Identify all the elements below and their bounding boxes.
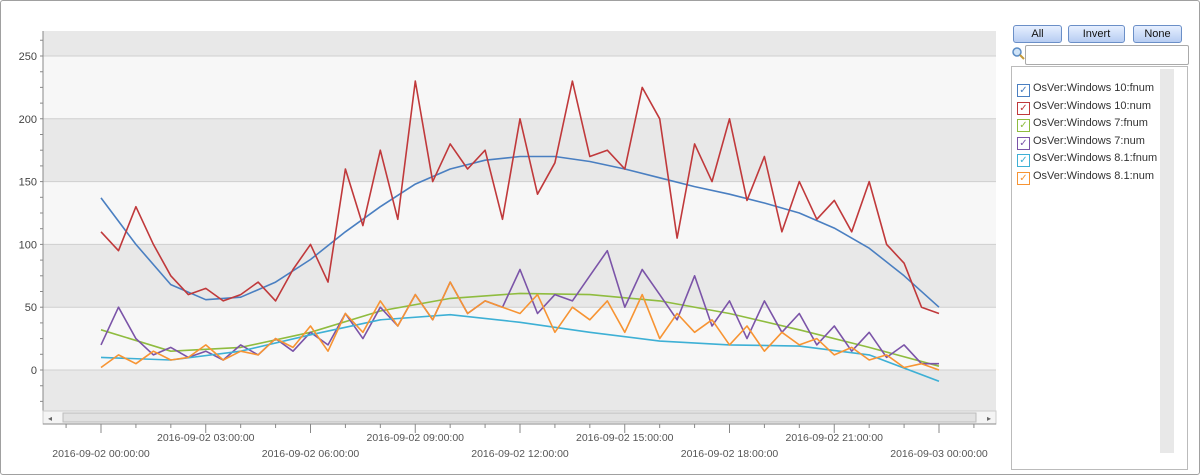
series-list-scrollbar[interactable] (1160, 69, 1174, 453)
legend-label: OsVer:Windows 8.1:fnum (1033, 152, 1158, 164)
legend-item[interactable]: ✓ OsVer:Windows 7:num (1017, 134, 1145, 150)
x-tick-label: 2016-09-03 00:00:00 (890, 448, 988, 460)
y-tick-label: 150 (19, 177, 37, 189)
y-tick-label: 200 (19, 114, 37, 126)
grid-band (43, 181, 996, 245)
legend-label: OsVer:Windows 7:fnum (1033, 117, 1148, 129)
legend-label: OsVer:Windows 8.1:num (1033, 169, 1155, 182)
x-tick-label: 2016-09-02 09:00:00 (367, 432, 465, 444)
checkbox-checked-icon[interactable]: ✓ (1017, 101, 1030, 115)
checkbox-checked-icon[interactable]: ✓ (1017, 84, 1030, 97)
invert-button[interactable]: Invert (1068, 25, 1125, 43)
legend-item[interactable]: ✓ OsVer:Windows 10:fnum (1017, 81, 1155, 97)
series-filter-input[interactable] (1025, 45, 1189, 65)
grid-band (43, 307, 996, 370)
scrollbar-thumb[interactable] (62, 412, 977, 423)
series-list (1011, 66, 1188, 470)
series-line-2 (100, 292, 940, 367)
series-line-0 (100, 155, 940, 308)
legend-label: OsVer:Windows 10:fnum (1033, 82, 1155, 94)
y-tick-label: 100 (19, 239, 37, 251)
series-line-3 (100, 249, 939, 365)
x-tick-label: 2016-09-02 15:00:00 (576, 432, 674, 444)
search-icon (1012, 47, 1025, 60)
x-tick-label: 2016-09-02 18:00:00 (681, 448, 779, 460)
legend-item[interactable]: ✓ OsVer:Windows 8.1:num (1017, 169, 1155, 185)
checkbox-checked-icon[interactable]: ✓ (1017, 119, 1030, 132)
scroll-right-arrow[interactable]: ▸ (987, 414, 991, 423)
legend-item[interactable]: ✓ OsVer:Windows 10:num (1017, 99, 1151, 115)
x-tick-label: 2016-09-02 12:00:00 (471, 448, 569, 460)
checkbox-checked-icon[interactable]: ✓ (1017, 171, 1030, 185)
series-line-5 (100, 281, 940, 371)
checkbox-checked-icon[interactable]: ✓ (1017, 154, 1030, 167)
series-line-1 (100, 80, 940, 315)
checkbox-checked-icon[interactable]: ✓ (1017, 136, 1030, 150)
legend-item[interactable]: ✓ OsVer:Windows 8.1:fnum (1017, 151, 1158, 167)
legend-item[interactable]: ✓ OsVer:Windows 7:fnum (1017, 116, 1148, 132)
legend-label: OsVer:Windows 7:num (1033, 134, 1145, 147)
x-tick-label: 2016-09-02 00:00:00 (52, 448, 150, 460)
scroll-left-arrow[interactable]: ◂ (48, 414, 52, 423)
y-tick-label: 250 (19, 51, 37, 63)
x-tick-label: 2016-09-02 03:00:00 (157, 432, 255, 444)
grid-band (43, 56, 996, 119)
line-chart: 0 50 100 150 200 250 ◂ ▸ 2016-09-02 00:00:00 2016… (19, 31, 997, 460)
y-tick-label: 0 (31, 365, 37, 377)
x-tick-label: 2016-09-02 21:00:00 (786, 432, 884, 444)
select-all-button[interactable]: All (1013, 25, 1062, 43)
none-button[interactable]: None (1133, 25, 1182, 43)
y-tick-label: 50 (25, 302, 37, 314)
x-tick-label: 2016-09-02 06:00:00 (262, 448, 360, 460)
legend-label: OsVer:Windows 10:num (1033, 99, 1151, 112)
